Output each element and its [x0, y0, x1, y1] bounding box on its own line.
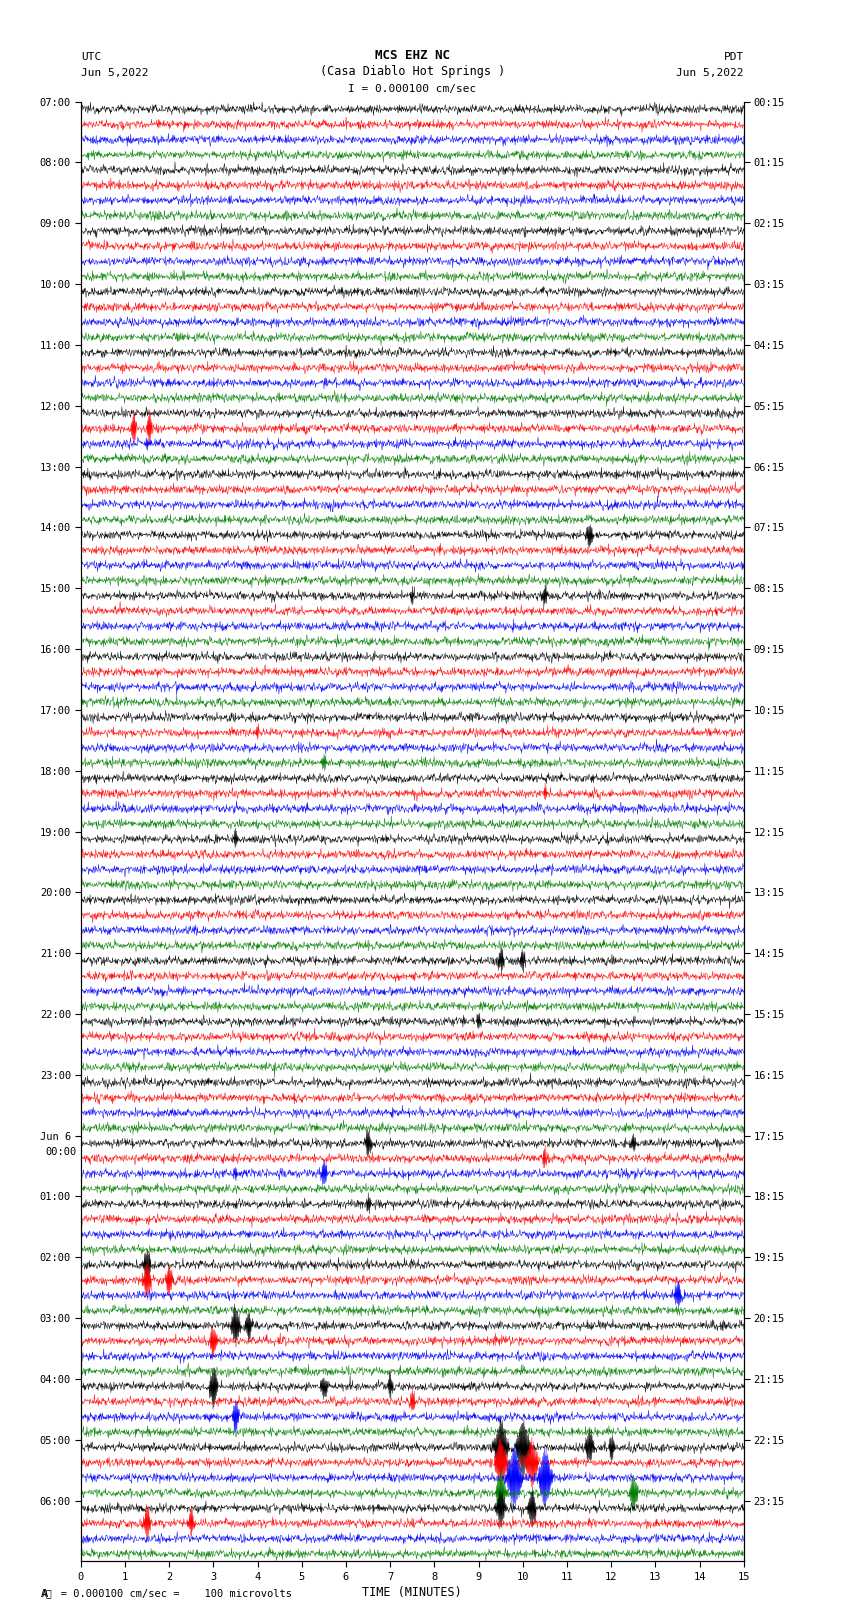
Text: MCS EHZ NC: MCS EHZ NC: [375, 48, 450, 63]
Text: Jun 5,2022: Jun 5,2022: [677, 68, 744, 77]
Text: Jun 5,2022: Jun 5,2022: [81, 68, 148, 77]
Text: (Casa Diablo Hot Springs ): (Casa Diablo Hot Springs ): [320, 65, 505, 77]
X-axis label: TIME (MINUTES): TIME (MINUTES): [362, 1586, 462, 1598]
Text: 00:00: 00:00: [45, 1147, 76, 1157]
Text: AⅠ: AⅠ: [41, 1589, 53, 1598]
Text: A  = 0.000100 cm/sec =    100 microvolts: A = 0.000100 cm/sec = 100 microvolts: [42, 1589, 292, 1598]
Text: I = 0.000100 cm/sec: I = 0.000100 cm/sec: [348, 84, 476, 94]
Text: UTC: UTC: [81, 52, 101, 63]
Text: PDT: PDT: [723, 52, 744, 63]
